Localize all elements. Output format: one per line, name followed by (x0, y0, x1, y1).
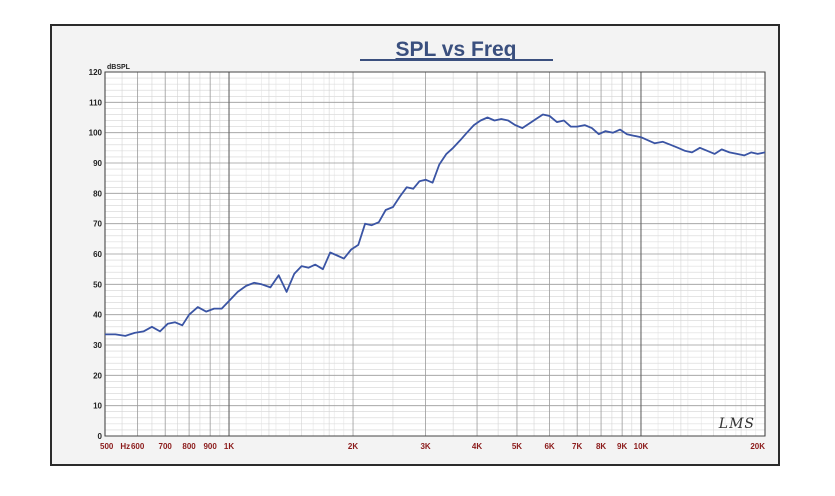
y-tick-label: 120 (89, 68, 103, 77)
y-tick-label: 80 (93, 189, 102, 198)
y-tick-label: 10 (93, 402, 102, 411)
x-tick-label: 6K (544, 442, 554, 451)
x-tick-label: 500 (100, 442, 114, 451)
y-tick-label: 40 (93, 311, 102, 320)
x-tick-label: 700 (159, 442, 173, 451)
x-tick-label: 3K (420, 442, 430, 451)
plot-border (104, 71, 766, 437)
x-tick-label: 900 (203, 442, 217, 451)
x-tick-label: 600 (131, 442, 145, 451)
x-tick-label: 8K (596, 442, 606, 451)
x-tick-label: 1K (224, 442, 234, 451)
y-tick-label: 70 (93, 220, 102, 229)
x-tick-label: 800 (182, 442, 196, 451)
x-tick-label: 7K (572, 442, 582, 451)
y-tick-label: 50 (93, 280, 102, 289)
y-tick-label: 110 (89, 98, 102, 107)
x-tick-label: 20K (750, 442, 765, 451)
y-tick-label: 0 (98, 432, 103, 441)
y-tick-label: 30 (93, 341, 102, 350)
spl-vs-freq-chart: SPL vs Freq 0 10 20 30 40 50 60 70 80 90 100 110 120… (52, 26, 778, 464)
series-line-spl (105, 113, 766, 337)
x-tick-label: 4K (472, 442, 482, 451)
x-axis-label: Hz (120, 442, 130, 451)
y-tick-label: 60 (93, 250, 102, 259)
lms-logo: LMS (718, 416, 755, 432)
chart-title: SPL vs Freq (396, 38, 517, 61)
y-tick-label: 100 (89, 129, 103, 138)
y-tick-label: 20 (93, 371, 102, 380)
x-tick-label: 9K (617, 442, 627, 451)
x-tick-label: 2K (348, 442, 358, 451)
x-tick-label: 5K (512, 442, 522, 451)
x-tick-label: 10K (634, 442, 649, 451)
y-tick-label: 90 (93, 159, 102, 168)
y-axis-label: dBSPL (107, 64, 131, 71)
